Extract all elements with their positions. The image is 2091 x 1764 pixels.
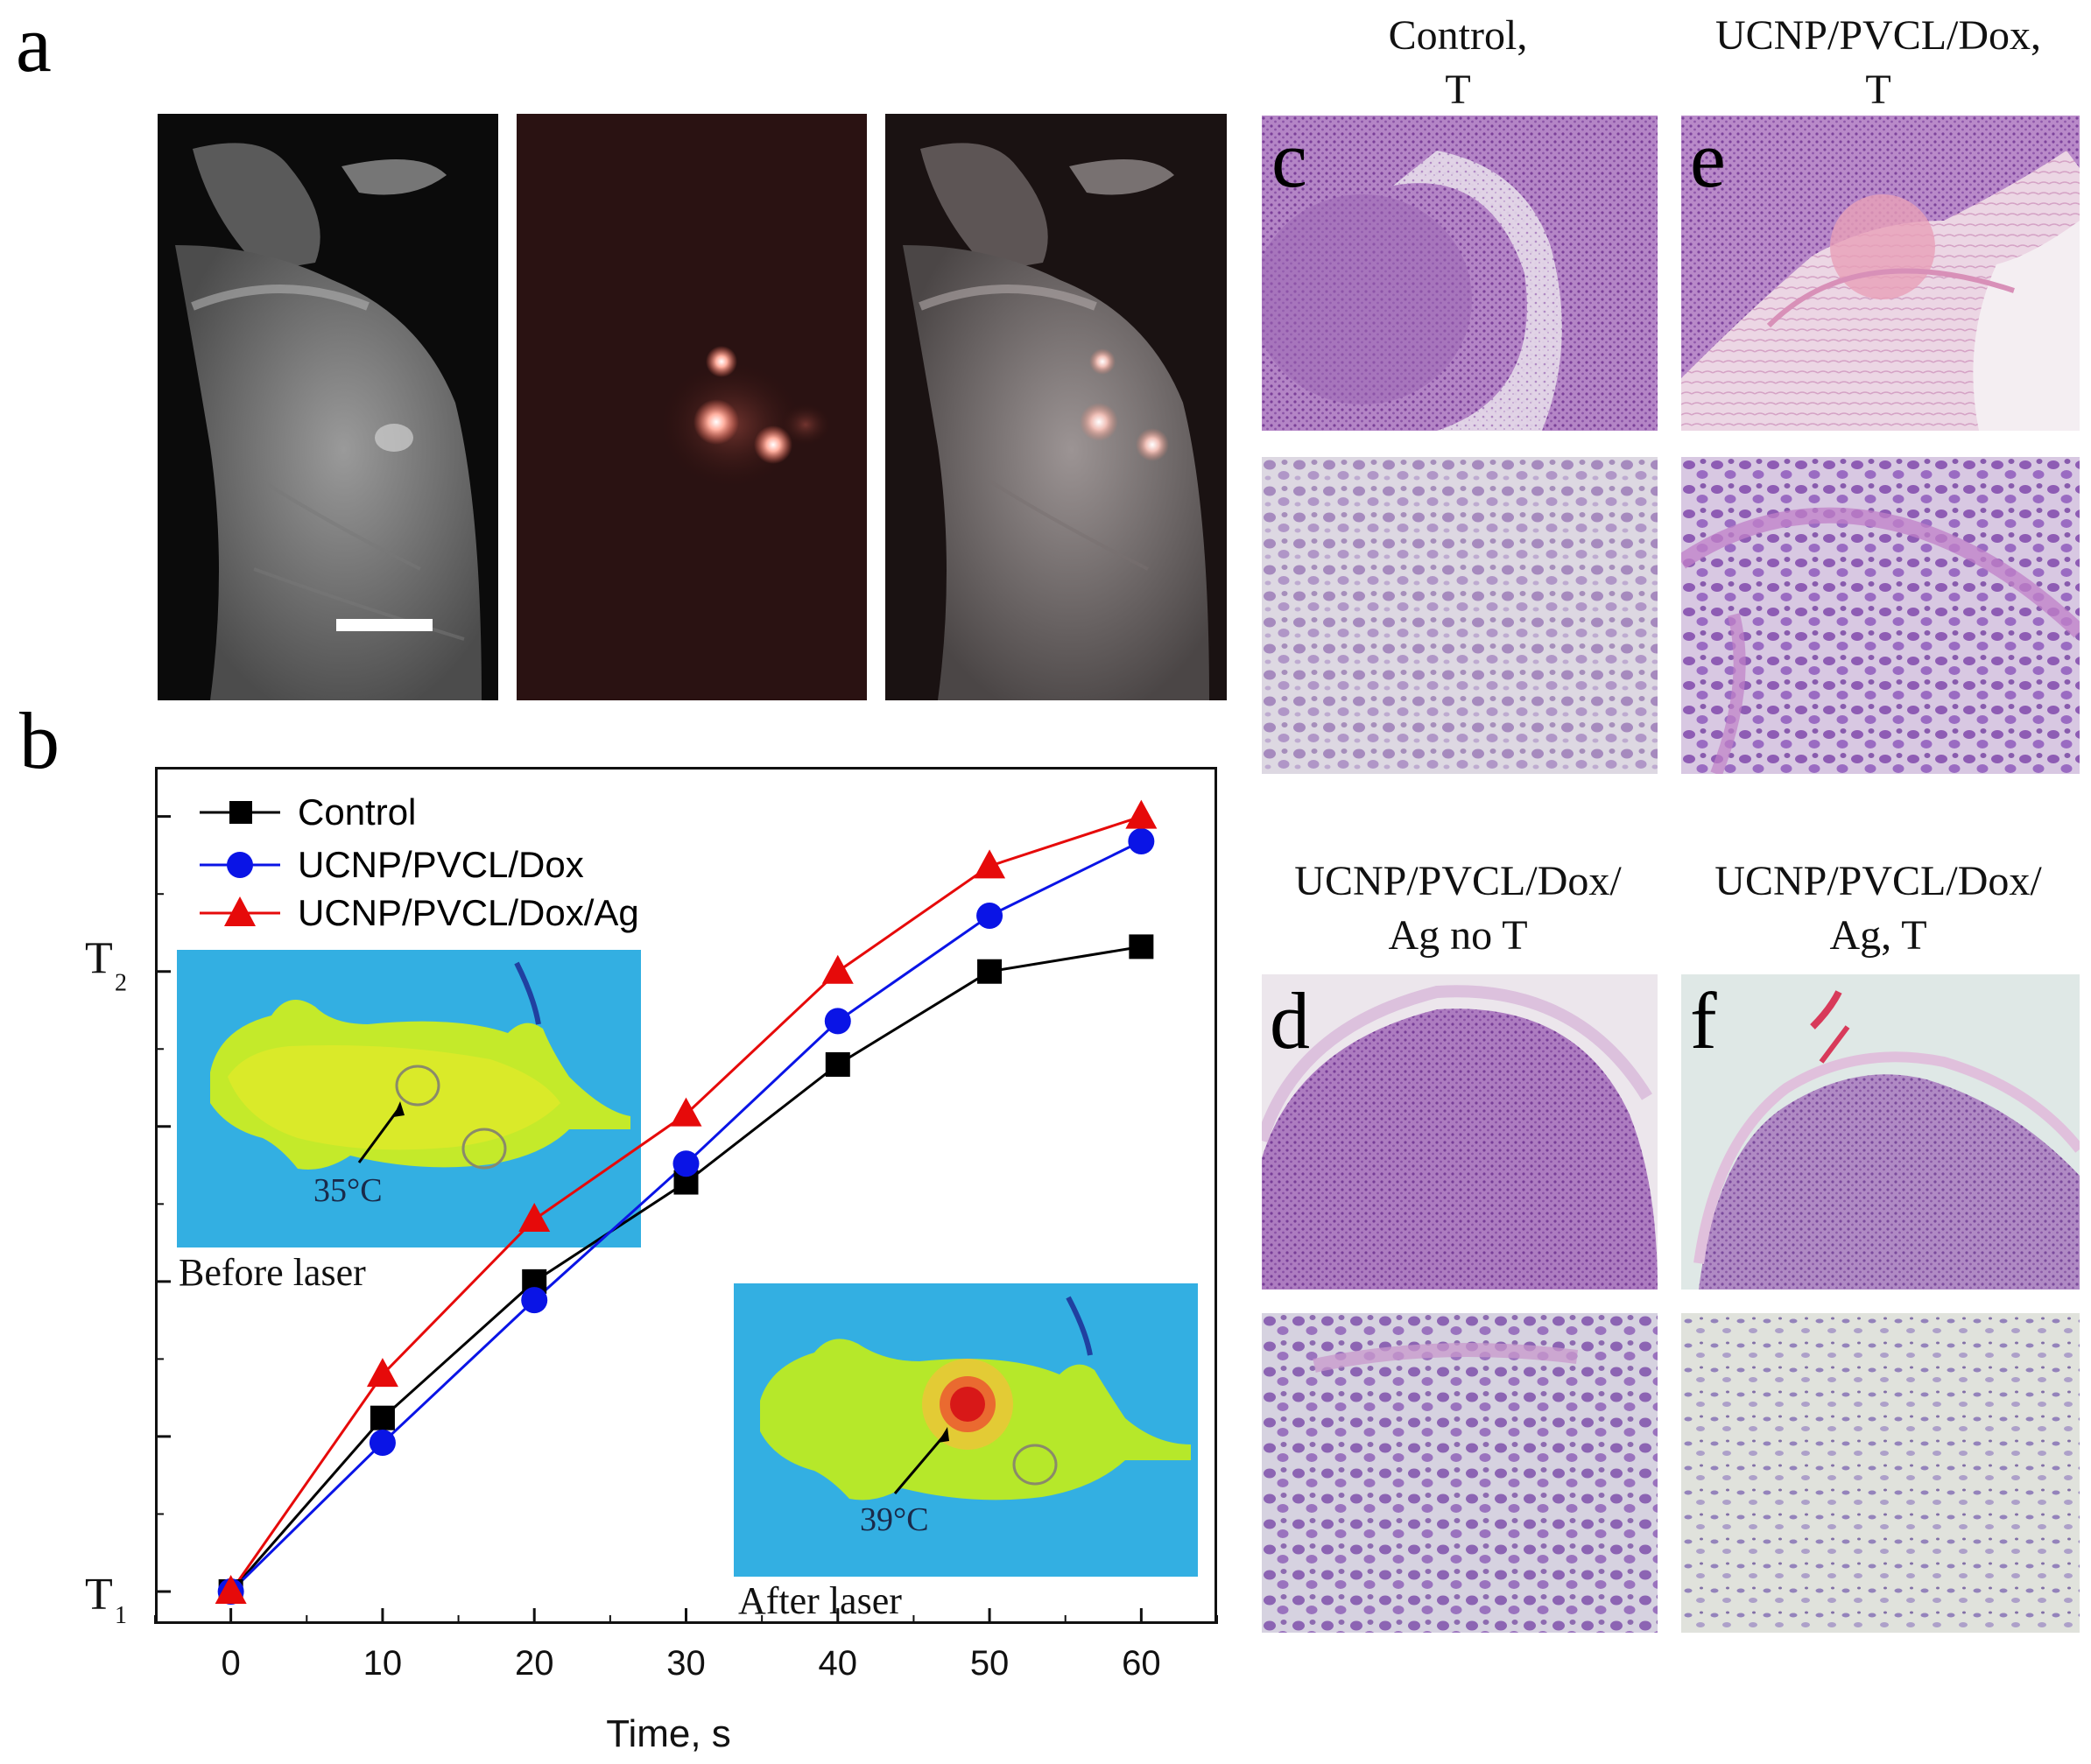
x-tick-label: 20 xyxy=(515,1644,554,1683)
x-tick-label: 0 xyxy=(222,1644,241,1683)
caption-f-line1: UCNP/PVCL/Dox/ xyxy=(1714,858,2042,904)
caption-f: UCNP/PVCL/Dox/ Ag, T xyxy=(1668,854,2088,963)
histology-ag-no-laser-low-magnification xyxy=(1262,974,1658,1290)
panel-label-d: d xyxy=(1270,976,1310,1065)
caption-d-line2: Ag no T xyxy=(1388,912,1528,959)
panel-label-b: b xyxy=(19,696,60,785)
y-tick-label-t1-sub: 1 xyxy=(115,1602,127,1629)
caption-c-line2: T xyxy=(1445,67,1471,113)
y-tick-label-t2: T xyxy=(85,934,113,984)
x-tick-label: 60 xyxy=(1122,1644,1161,1683)
y-tick-label-t1: T xyxy=(85,1570,113,1620)
panel-label-f: f xyxy=(1690,976,1717,1065)
histology-ag-no-laser-high-magnification xyxy=(1262,1313,1658,1633)
panel-label-e: e xyxy=(1690,115,1726,204)
caption-c-line1: Control, xyxy=(1388,12,1528,59)
mouse-upconversion-luminescence-image xyxy=(517,114,867,700)
histology-dox-laser-high-magnification xyxy=(1681,457,2080,774)
caption-d-line1: UCNP/PVCL/Dox/ xyxy=(1294,858,1622,904)
x-tick-label: 50 xyxy=(970,1644,1010,1683)
histology-ag-laser-high-magnification xyxy=(1681,1313,2080,1633)
scale-bar xyxy=(336,619,433,631)
panel-label-c: c xyxy=(1271,115,1307,204)
mouse-brightfield-image xyxy=(158,114,498,700)
mouse-merged-image xyxy=(885,114,1227,700)
panel-label-a: a xyxy=(16,0,52,88)
x-axis-label: Time, s xyxy=(606,1712,731,1755)
x-tick-label: 10 xyxy=(363,1644,403,1683)
histology-control-low-magnification xyxy=(1262,116,1658,431)
caption-f-line2: Ag, T xyxy=(1829,912,1927,959)
caption-e-line2: T xyxy=(1865,67,1891,113)
caption-c: Control, T xyxy=(1261,9,1655,117)
caption-e-line1: UCNP/PVCL/Dox, xyxy=(1714,12,2042,59)
histology-control-high-magnification xyxy=(1262,457,1658,774)
caption-d: UCNP/PVCL/Dox/ Ag no T xyxy=(1243,854,1672,963)
x-tick-label: 30 xyxy=(666,1644,706,1683)
y-tick-label-t2-sub: 2 xyxy=(115,970,127,997)
caption-e: UCNP/PVCL/Dox, T xyxy=(1668,9,2088,117)
histology-dox-laser-low-magnification xyxy=(1681,116,2080,431)
histology-ag-laser-low-magnification xyxy=(1681,974,2080,1290)
x-tick-label: 40 xyxy=(819,1644,858,1683)
chart-plot-frame xyxy=(155,767,1217,1624)
